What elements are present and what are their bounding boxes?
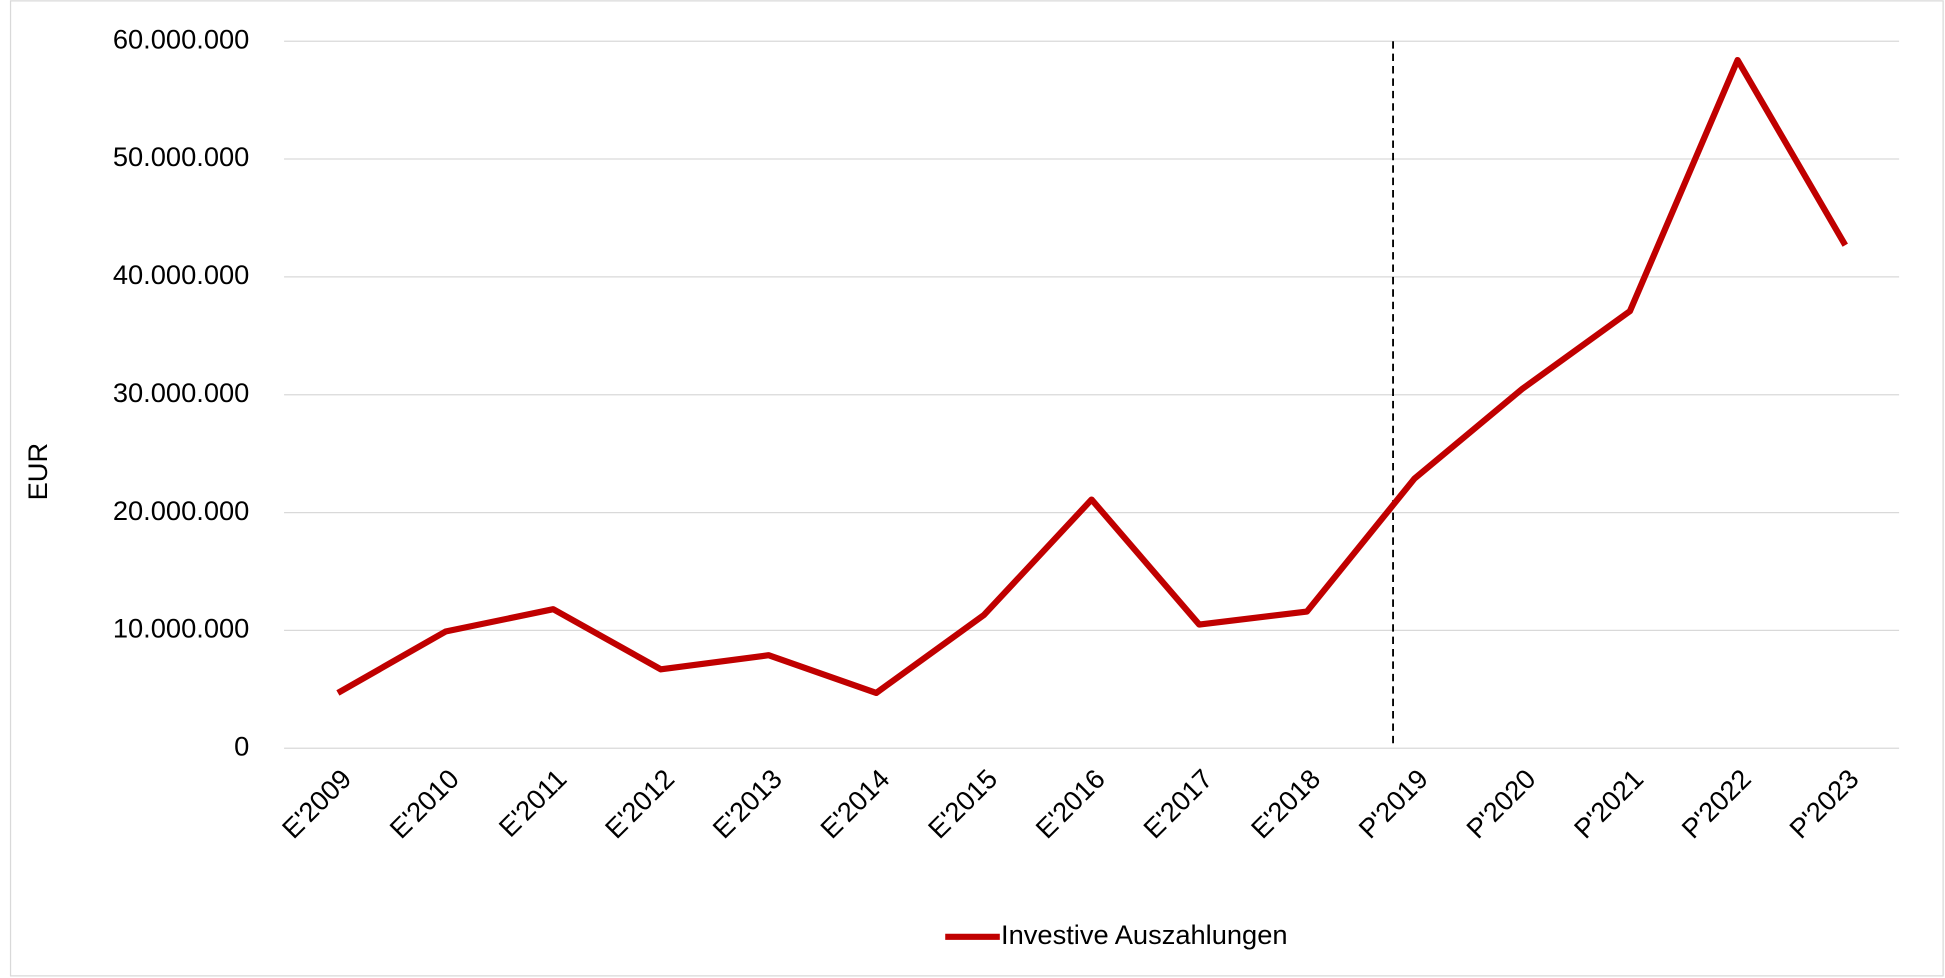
legend-label: Investive Auszahlungen [1001, 919, 1288, 950]
y-tick-label: 30.000.000 [113, 377, 249, 408]
y-tick-label: 20.000.000 [113, 495, 249, 526]
y-tick-label: 40.000.000 [113, 259, 249, 290]
y-tick-label: 10.000.000 [113, 613, 249, 644]
y-tick-label: 50.000.000 [113, 141, 249, 172]
y-axis-label: EUR [22, 443, 53, 501]
series-line [336, 56, 1848, 697]
y-tick-label: 0 [234, 730, 249, 761]
y-tick-label: 60.000.000 [113, 23, 249, 54]
chart-frame [9, 0, 1944, 977]
